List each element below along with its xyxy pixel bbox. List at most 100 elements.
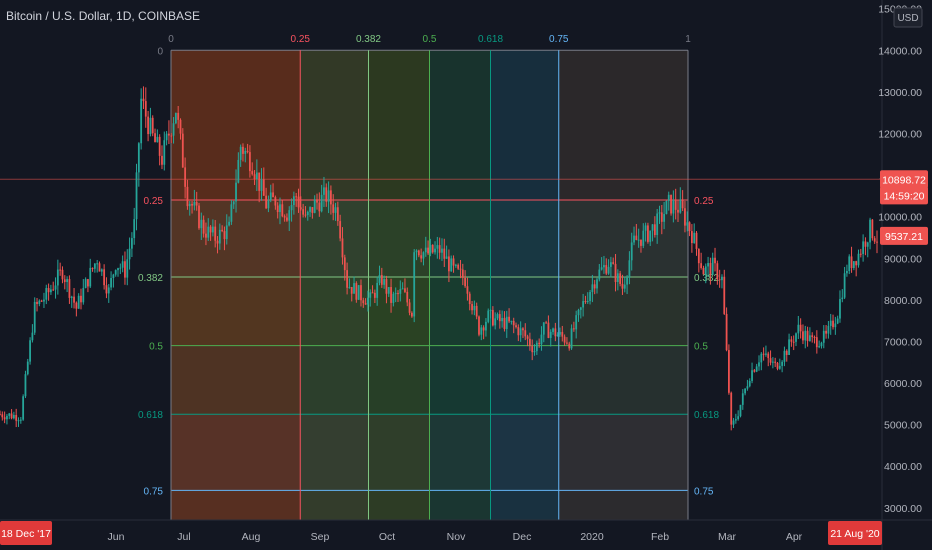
- fib-time-level-label: 0.75: [549, 34, 569, 45]
- candle-body: [848, 256, 851, 271]
- candle-body: [346, 270, 348, 288]
- fib-zone-tint: [171, 490, 301, 520]
- time-axis-tick-label: Apr: [786, 531, 803, 543]
- candle-body: [549, 331, 552, 338]
- candle-body: [515, 325, 517, 328]
- candle-body: [535, 342, 538, 352]
- candle-body: [373, 292, 376, 298]
- candle-body: [397, 293, 399, 295]
- candle-body: [524, 330, 527, 337]
- candle-body: [260, 179, 263, 191]
- time-axis-panel: [0, 520, 932, 550]
- candle-body: [832, 320, 834, 328]
- candle-body: [316, 199, 318, 203]
- candle-body: [651, 224, 654, 231]
- candle-body: [126, 259, 129, 278]
- currency-badge[interactable]: [893, 7, 923, 28]
- candle-body: [311, 207, 314, 213]
- candle-body: [443, 248, 446, 259]
- candle-body: [522, 328, 524, 331]
- candle-body: [783, 350, 786, 362]
- candle-body: [728, 350, 730, 393]
- candle-body: [353, 283, 355, 294]
- candle-body: [244, 150, 247, 154]
- candle-body: [357, 285, 360, 300]
- candle-body: [394, 293, 397, 295]
- fib-zone-tint: [429, 345, 491, 415]
- candle-body: [473, 305, 476, 311]
- candle-body: [262, 179, 265, 196]
- candle-body: [225, 225, 228, 240]
- candle-body: [730, 392, 733, 425]
- candle-body: [589, 292, 591, 302]
- candle-body: [660, 212, 663, 222]
- candle-body: [205, 233, 207, 238]
- candle-body: [855, 261, 858, 266]
- candle-body: [491, 310, 494, 326]
- candle-body: [38, 300, 41, 304]
- candle-body: [43, 299, 45, 302]
- candle-body: [367, 297, 369, 305]
- candle-body: [579, 307, 582, 310]
- time-axis-tick-label: Nov: [447, 531, 466, 543]
- candle-body: [242, 146, 244, 154]
- fib-zone: [368, 345, 430, 415]
- candle-body: [140, 98, 143, 144]
- fib-zone-tint: [171, 345, 301, 415]
- fib-zone: [368, 490, 430, 520]
- price-axis-tick-label: 9000.00: [884, 253, 922, 265]
- candle-body: [0, 414, 1, 416]
- candle-body: [519, 328, 522, 336]
- candle-body: [274, 197, 277, 206]
- candle-body: [8, 413, 11, 416]
- candle-body: [130, 238, 133, 249]
- candle-body: [714, 257, 716, 264]
- candle-body: [628, 260, 631, 278]
- candle-body: [575, 315, 578, 330]
- candle-body: [96, 263, 99, 265]
- fib-time-level-label: 0.25: [291, 34, 311, 45]
- candle-body: [480, 327, 483, 335]
- candle-body: [302, 209, 305, 215]
- candle-body: [59, 269, 62, 271]
- candle-body: [545, 322, 548, 324]
- candle-body: [758, 362, 760, 367]
- candle-body: [66, 279, 69, 283]
- price-axis-tick-label: 8000.00: [884, 295, 922, 307]
- candle-body: [12, 414, 15, 419]
- candle-body: [371, 292, 374, 294]
- candle-body: [170, 135, 173, 137]
- candle-body: [591, 284, 594, 293]
- candle-body: [195, 201, 198, 206]
- candle-body: [600, 267, 603, 270]
- fib-time-level-label: 0.5: [423, 34, 437, 45]
- fib-time-level-label: 0.382: [356, 34, 381, 45]
- candle-body: [755, 366, 758, 372]
- candle-body: [50, 289, 52, 293]
- candle-body: [36, 301, 38, 304]
- candle-body: [737, 416, 740, 420]
- candle-body: [489, 310, 492, 312]
- candle-body: [318, 202, 321, 212]
- candle-body: [320, 194, 323, 212]
- candle-body: [746, 386, 749, 389]
- candle-body: [406, 291, 409, 303]
- candle-body: [739, 404, 742, 417]
- candle-body: [19, 419, 22, 421]
- candle-body: [17, 420, 20, 422]
- candle-body: [653, 224, 656, 236]
- candle-body: [797, 324, 800, 334]
- price-axis-tick-label: 4000.00: [884, 461, 922, 473]
- candle-body: [859, 253, 862, 255]
- candle-body: [538, 342, 541, 345]
- candle-body: [468, 293, 471, 305]
- fib-zone-tint: [558, 276, 688, 346]
- candle-body: [235, 182, 237, 202]
- candle-body: [128, 248, 131, 260]
- candle-body: [276, 205, 279, 213]
- time-axis-tick-label: Jun: [108, 531, 125, 543]
- fib-zone: [300, 414, 369, 491]
- candle-body: [283, 216, 286, 218]
- candle-body: [864, 241, 867, 247]
